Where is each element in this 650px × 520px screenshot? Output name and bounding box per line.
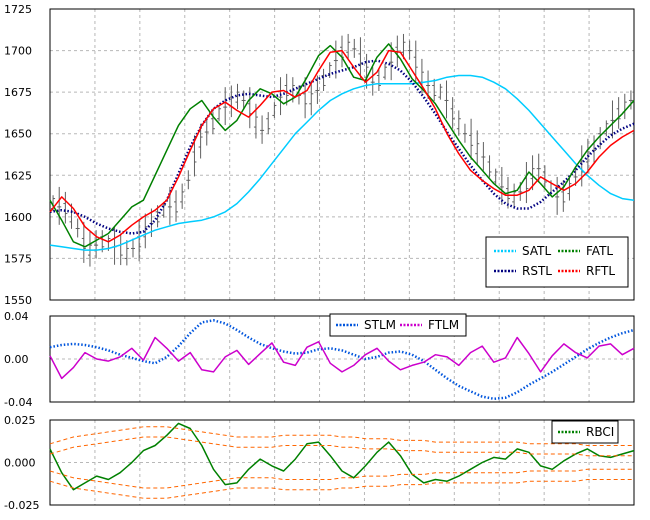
legend-label: RSTL <box>522 264 552 278</box>
legend-label: RBCI <box>586 425 614 439</box>
legend-label: FATL <box>586 244 613 258</box>
y-tick-label: 1725 <box>4 3 32 16</box>
y-tick-label: 1575 <box>4 252 32 265</box>
y-tick-label: 0.000 <box>4 457 36 470</box>
y-tick-label: 0.04 <box>4 310 29 323</box>
series-line-satl <box>49 74 635 251</box>
legend-box <box>329 313 467 337</box>
y-tick-label: 1625 <box>4 169 32 182</box>
legend-label: STLM <box>364 318 396 332</box>
panel-border <box>49 8 635 301</box>
y-tick-label: 0.025 <box>4 414 36 427</box>
series-line-stlm <box>49 319 635 401</box>
y-tick-label: -0.04 <box>4 396 32 409</box>
legend-box <box>485 236 629 288</box>
series-line-fatl <box>49 43 635 248</box>
panel-price: 1550 1575 1600 1625 1650 1675 1700 1725 SATL FATL… <box>4 3 635 307</box>
series-line-rstl <box>49 59 635 235</box>
series-line-band-upper-1 <box>49 436 634 457</box>
series-line-rftl <box>49 49 635 243</box>
y-tick-label: 1675 <box>4 86 32 99</box>
panel-oscillator: -0.04 0.00 0.04 STLM FTLM <box>4 310 635 409</box>
legend-label: FTLM <box>428 318 459 332</box>
y-tick-label: 1700 <box>4 45 32 58</box>
series-line-band-lower-2 <box>49 479 634 499</box>
y-tick-label: -0.025 <box>4 499 39 512</box>
legend-label: SATL <box>522 244 551 258</box>
y-tick-label: 1650 <box>4 128 32 141</box>
series-line-band-lower-1 <box>49 468 634 489</box>
legend-label: RFTL <box>586 264 615 278</box>
panel-border <box>49 419 635 506</box>
panel-rbci: -0.025 0.000 0.025 RBCI <box>4 414 635 512</box>
series-line-ftlm <box>49 336 635 380</box>
series-line-band-upper-2 <box>49 426 634 446</box>
y-tick-label: 1550 <box>4 294 32 307</box>
legend-box <box>551 420 619 444</box>
y-tick-label: 1600 <box>4 211 32 224</box>
y-tick-label: 0.00 <box>4 353 29 366</box>
series-line-rbci <box>49 422 635 491</box>
